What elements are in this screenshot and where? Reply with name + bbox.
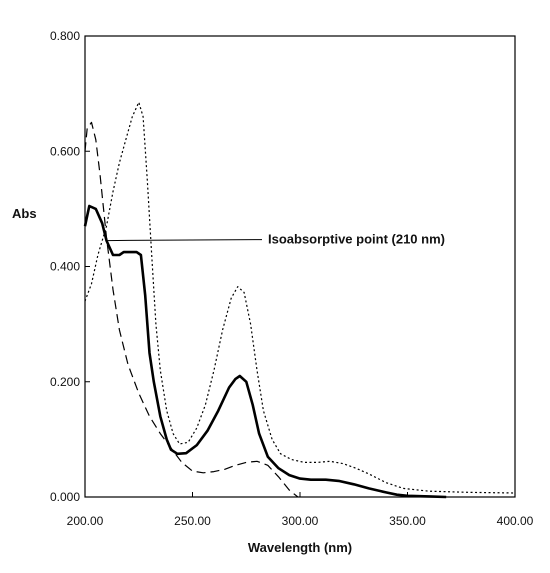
y-tick-label: 0.200 <box>50 375 80 389</box>
x-axis-ticks: 200.00 250.00 300.00 350.00 400.00 <box>67 492 534 528</box>
annotation-leader-line <box>106 239 263 242</box>
series-line-dotted <box>84 101 516 494</box>
x-tick-label: 300.00 <box>282 514 319 528</box>
y-tick-label: 0.400 <box>50 260 80 274</box>
plot-frame <box>84 35 516 498</box>
x-tick-label: 400.00 <box>497 514 534 528</box>
plot-area: Isoabsorptive point (210 nm) <box>83 35 516 499</box>
series-line-solid-thick <box>83 204 447 499</box>
y-axis-title: Abs <box>12 206 37 221</box>
series-line-dashed <box>84 121 299 498</box>
x-axis-title: Wavelength (nm) <box>248 540 352 555</box>
x-tick-label: 200.00 <box>67 514 104 528</box>
x-tick-label: 350.00 <box>389 514 426 528</box>
y-tick-label: 0.000 <box>50 490 80 504</box>
y-tick-label: 0.600 <box>50 144 80 158</box>
annotation-label: Isoabsorptive point (210 nm) <box>268 232 445 247</box>
y-tick-label: 0.800 <box>50 29 80 43</box>
x-tick-label: 250.00 <box>174 514 211 528</box>
series-group <box>83 101 516 499</box>
y-axis-ticks: 0.000 0.200 0.400 0.600 0.800 <box>50 29 90 504</box>
